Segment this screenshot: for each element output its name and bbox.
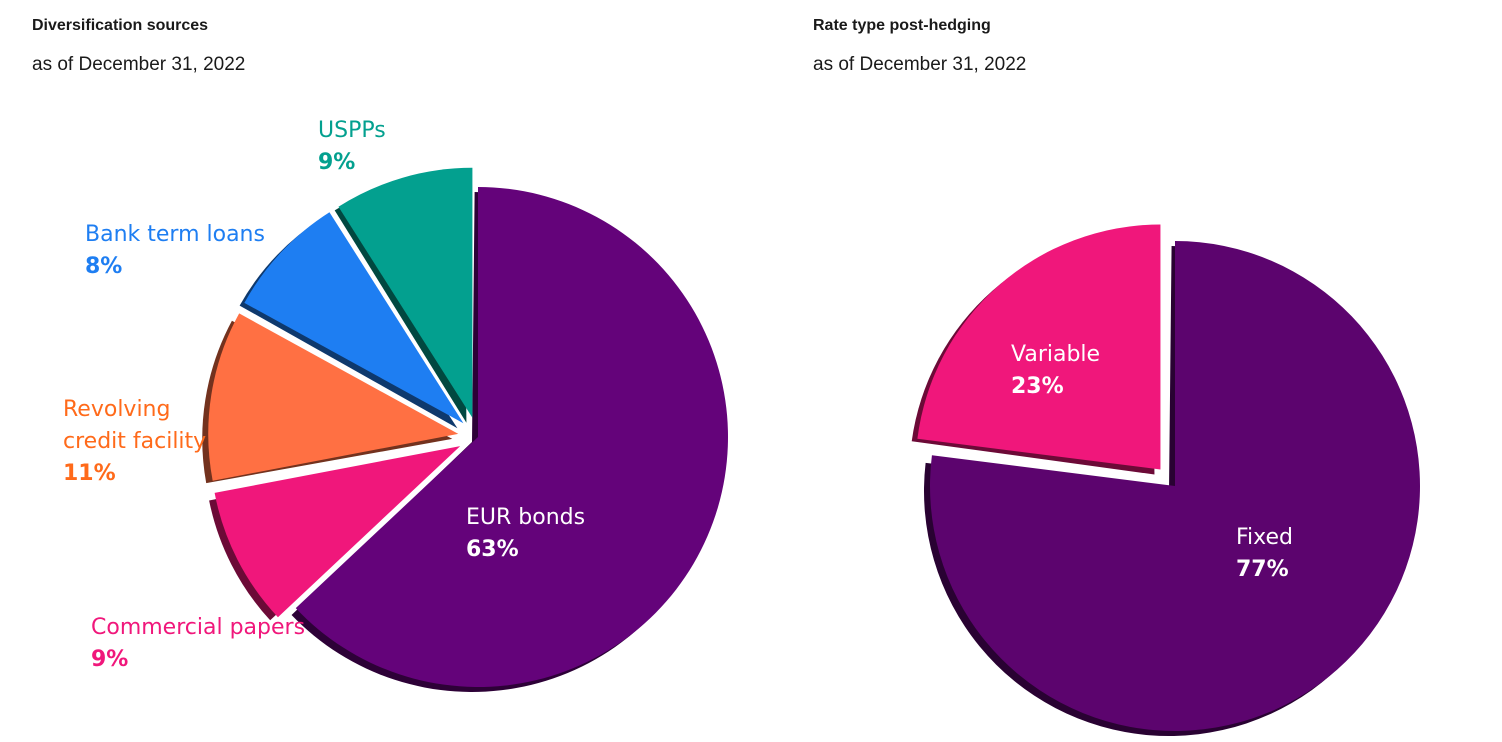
slice-label-revolving-credit-facility: Revolving <box>63 397 170 422</box>
slice-label-fixed: Fixed <box>1236 525 1293 550</box>
chart-panel-diversification: Diversification sources as of December 3… <box>32 17 728 692</box>
slice-value-uspps: 9% <box>318 150 355 175</box>
chart-title: Diversification sources <box>32 17 209 34</box>
slice-label-eur-bonds: EUR bonds <box>466 505 585 530</box>
chart-title: Rate type post-hedging <box>813 17 991 34</box>
chart-subtitle: as of December 31, 2022 <box>813 54 1027 75</box>
pie-slice-commercial-papers <box>214 446 461 618</box>
pie-slice-uspps <box>338 167 473 418</box>
pie-slice-eur-bonds <box>295 187 728 688</box>
chart-panel-rate-type: Rate type post-hedging as of December 31… <box>780 0 1502 742</box>
slice-label-variable: Variable <box>1011 342 1100 367</box>
slice-value-eur-bonds: 63% <box>466 537 519 562</box>
slice-value-fixed: 77% <box>1236 557 1289 582</box>
slice-value-commercial-papers: 9% <box>91 647 128 672</box>
slice-label-bank-term-loans: Bank term loans <box>85 222 265 247</box>
pie-chart-diversification: EUR bonds 63% Commercial papers 9% Revolving… <box>63 118 728 692</box>
pie-slice-variable <box>917 224 1161 470</box>
slice-value-bank-term-loans: 8% <box>85 254 122 279</box>
pie-slice-bank-term-loans <box>244 212 464 424</box>
slice-label-revolving-credit-facility: credit facility <box>63 429 206 454</box>
pie-labels: Fixed 77% Variable 23% <box>1011 342 1293 582</box>
pie-slice-fixed <box>929 241 1420 731</box>
slice-label-commercial-papers: Commercial papers <box>91 615 305 640</box>
pie-slices <box>917 224 1420 731</box>
pie-chart-rate-type: Fixed 77% Variable 23% <box>911 224 1420 736</box>
pie-slices <box>208 167 728 688</box>
slice-label-uspps: USPPs <box>318 118 386 143</box>
chart-subtitle: as of December 31, 2022 <box>32 54 246 75</box>
slice-value-variable: 23% <box>1011 374 1064 399</box>
pie-labels: EUR bonds 63% Commercial papers 9% Revolving… <box>63 118 585 672</box>
pie-slice-revolving-credit-facility <box>208 313 459 481</box>
slice-value-revolving-credit-facility: 11% <box>63 461 116 486</box>
